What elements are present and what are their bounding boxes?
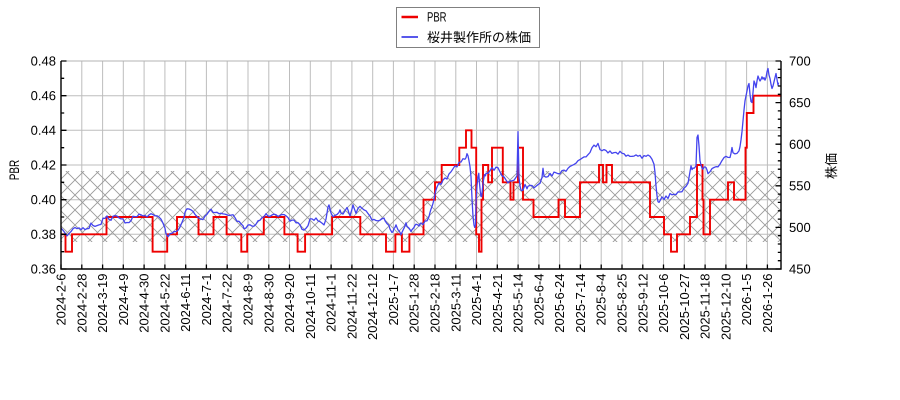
- svg-text:2025-5-14: 2025-5-14: [511, 274, 526, 333]
- svg-text:2024-3-19: 2024-3-19: [95, 274, 110, 333]
- svg-text:2025-8-25: 2025-8-25: [615, 274, 630, 333]
- svg-text:2025-8-4: 2025-8-4: [594, 274, 609, 326]
- svg-text:2025-1-7: 2025-1-7: [386, 274, 401, 326]
- svg-text:450: 450: [789, 262, 811, 277]
- svg-text:2024-5-22: 2024-5-22: [157, 274, 172, 333]
- svg-text:2024-4-9: 2024-4-9: [116, 274, 131, 326]
- svg-text:2024-6-11: 2024-6-11: [178, 274, 193, 332]
- svg-text:0.48: 0.48: [31, 53, 56, 68]
- svg-text:2025-2-18: 2025-2-18: [428, 274, 443, 333]
- svg-text:2025-1-28: 2025-1-28: [407, 274, 422, 333]
- svg-text:2024-7-1: 2024-7-1: [199, 274, 214, 326]
- svg-text:2024-12-12: 2024-12-12: [365, 274, 380, 341]
- svg-text:2024-8-30: 2024-8-30: [261, 274, 276, 333]
- svg-text:桜井製作所の株価: 桜井製作所の株価: [427, 30, 531, 45]
- svg-text:2024-2-6: 2024-2-6: [54, 274, 69, 326]
- svg-text:2024-7-22: 2024-7-22: [220, 274, 235, 333]
- svg-text:2025-6-4: 2025-6-4: [531, 274, 546, 326]
- svg-text:株価: 株価: [824, 153, 839, 179]
- svg-text:0.40: 0.40: [31, 192, 56, 207]
- svg-text:0.44: 0.44: [31, 123, 56, 138]
- svg-text:2025-11-18: 2025-11-18: [698, 274, 713, 340]
- svg-text:0.42: 0.42: [31, 157, 56, 172]
- svg-text:0.36: 0.36: [31, 261, 56, 276]
- svg-text:2024-11-22: 2024-11-22: [344, 274, 359, 340]
- svg-text:2024-8-9: 2024-8-9: [241, 274, 256, 326]
- svg-text:2024-11-1: 2024-11-1: [324, 274, 339, 332]
- svg-text:PBR: PBR: [7, 160, 22, 181]
- svg-text:2025-12-10: 2025-12-10: [718, 274, 733, 341]
- svg-text:2024-2-28: 2024-2-28: [74, 274, 89, 333]
- svg-text:2025-10-6: 2025-10-6: [656, 274, 671, 333]
- svg-text:2025-4-1: 2025-4-1: [469, 274, 484, 326]
- svg-text:2025-6-24: 2025-6-24: [552, 274, 567, 333]
- svg-text:PBR: PBR: [427, 10, 447, 25]
- svg-text:2025-3-11: 2025-3-11: [448, 274, 463, 332]
- svg-text:2025-4-21: 2025-4-21: [490, 274, 505, 333]
- svg-text:550: 550: [789, 178, 811, 193]
- svg-text:0.46: 0.46: [31, 88, 56, 103]
- svg-text:2025-10-27: 2025-10-27: [677, 274, 692, 341]
- svg-text:2025-9-12: 2025-9-12: [635, 274, 650, 333]
- svg-text:650: 650: [789, 95, 811, 110]
- svg-text:2024-4-30: 2024-4-30: [137, 274, 152, 333]
- svg-text:0.38: 0.38: [31, 227, 56, 242]
- svg-text:2026-1-26: 2026-1-26: [760, 274, 775, 333]
- svg-text:2024-9-20: 2024-9-20: [282, 274, 297, 333]
- svg-text:500: 500: [789, 220, 811, 235]
- svg-text:700: 700: [789, 54, 811, 69]
- svg-text:2026-1-5: 2026-1-5: [739, 274, 754, 326]
- svg-text:2024-10-11: 2024-10-11: [303, 274, 318, 340]
- svg-text:2025-7-14: 2025-7-14: [573, 274, 588, 333]
- svg-text:600: 600: [789, 137, 811, 152]
